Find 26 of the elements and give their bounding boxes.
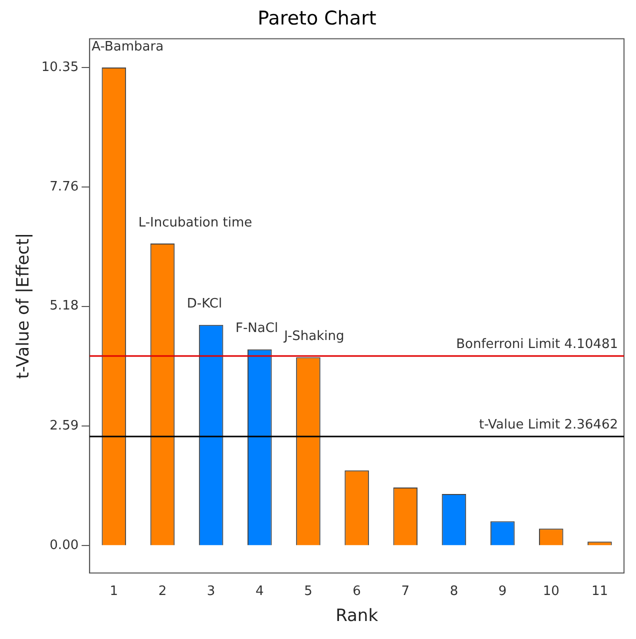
ref-line-label: t-Value Limit 2.36462 [479,417,618,432]
x-tick-label: 5 [304,584,312,600]
x-tick-label: 8 [450,584,458,600]
x-tick-label: 6 [352,584,361,600]
annotation: L-Incubation time [138,215,252,230]
x-axis-title: Rank [336,606,378,626]
chart-title: Pareto Chart [258,7,376,30]
y-tick-label: 7.76 [50,180,79,195]
x-tick-label: 4 [256,584,264,600]
y-tick-label: 0.00 [50,538,79,554]
x-tick-label: 7 [401,584,410,600]
annotation: D-KCl [186,296,222,312]
y-tick-label: 2.59 [50,418,79,434]
x-tick-label: 2 [158,584,167,600]
x-tick-label: 11 [591,584,608,600]
x-tick-label: 1 [110,584,118,600]
annotation: A-Bambara [92,39,164,54]
annotation: F-NaCl [236,321,278,336]
ref-line-label: Bonferroni Limit 4.10481 [456,336,618,352]
x-tick-label: 9 [498,584,507,600]
x-tick-label: 3 [206,584,216,600]
y-tick-label: 5.18 [50,298,79,314]
annotation: J-Shaking [283,329,344,344]
y-tick-label: 10.35 [41,60,79,75]
x-tick-label: 10 [542,584,560,600]
y-axis-title: t-Value of |Effect| [14,232,34,379]
